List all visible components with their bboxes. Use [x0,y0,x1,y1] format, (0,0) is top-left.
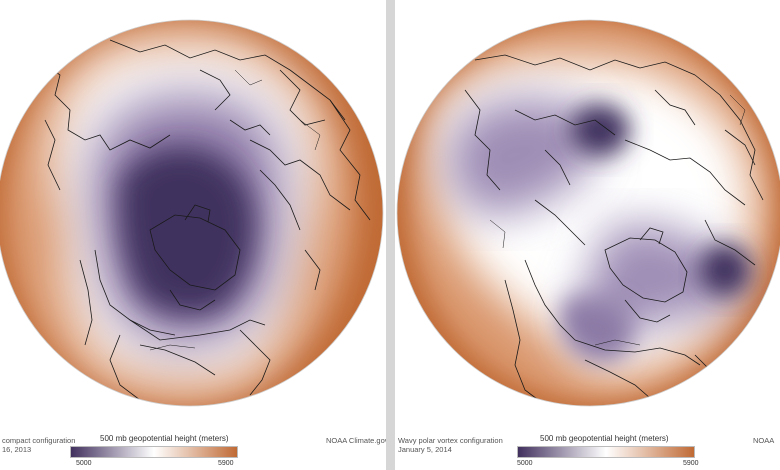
right-legend-colorbar [517,446,695,458]
panel-divider [386,0,395,470]
left-legend-max: 5900 [218,460,234,467]
left-caption-line1: compact configuration [2,436,76,445]
left-legend-title: 500 mb geopotential height (meters) [100,434,229,443]
left-credit: NOAA Climate.gov [326,436,386,445]
right-caption-line1: Wavy polar vortex configuration [398,436,503,445]
map-panel-right: Wavy polar vortex configuration January … [395,0,780,470]
map-panel-left: compact configuration 16, 2013 500 mb ge… [0,0,386,470]
left-legend-min: 5000 [76,460,92,467]
left-coastlines [39,39,371,406]
left-legend-colorbar [70,446,238,458]
right-credit: NOAA [753,436,775,445]
right-legend-max: 5900 [683,460,699,467]
left-caption-line2: 16, 2013 [2,445,32,454]
right-caption-line2: January 5, 2014 [398,445,452,454]
right-coastlines [464,54,764,406]
right-legend-min: 5000 [517,460,533,467]
left-globe-map [0,19,384,407]
right-globe-map [396,19,780,407]
right-legend-title: 500 mb geopotential height (meters) [540,434,669,443]
